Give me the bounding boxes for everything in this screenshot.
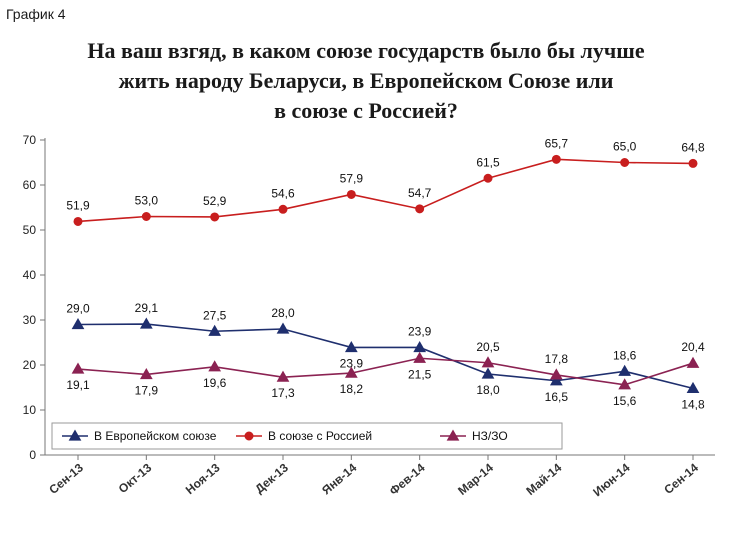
data-label: 57,9 xyxy=(340,171,364,185)
chart-title: На ваш взгяд, в каком союзе государств б… xyxy=(0,36,732,126)
y-tick-label: 10 xyxy=(23,403,37,417)
y-tick-label: 30 xyxy=(23,313,37,327)
y-tick-label: 50 xyxy=(23,223,37,237)
data-label: 20,4 xyxy=(681,340,705,354)
data-point xyxy=(208,324,222,336)
chart-title-line-1: На ваш взгяд, в каком союзе государств б… xyxy=(87,38,645,63)
data-point xyxy=(71,362,85,374)
data-point xyxy=(73,216,83,226)
chart-title-line-3: в союзе с Россией? xyxy=(274,98,458,123)
x-tick-label: Сен-13 xyxy=(46,460,86,497)
data-label: 64,8 xyxy=(681,140,705,154)
y-tick-label: 60 xyxy=(23,178,37,192)
data-label: 14,8 xyxy=(681,397,705,411)
data-point xyxy=(276,322,290,334)
x-tick-label: Июн-14 xyxy=(590,460,633,499)
data-point xyxy=(141,212,151,221)
figure-caption: График 4 xyxy=(6,6,66,22)
data-point xyxy=(413,340,427,353)
data-label: 17,9 xyxy=(135,383,159,397)
data-label: 65,0 xyxy=(613,140,637,154)
data-label: 15,6 xyxy=(613,394,637,408)
data-label: 29,0 xyxy=(66,302,90,316)
x-tick-label: Ноя-13 xyxy=(183,460,223,497)
y-tick-label: 40 xyxy=(23,268,37,282)
data-label: 54,6 xyxy=(271,186,295,200)
x-tick-label: Янв-14 xyxy=(319,460,359,497)
x-tick-label: Май-14 xyxy=(523,460,564,498)
data-point xyxy=(415,204,425,214)
y-tick-label: 0 xyxy=(29,448,36,462)
data-label: 65,7 xyxy=(545,136,569,150)
data-label: 18,6 xyxy=(613,348,637,362)
legend-marker xyxy=(68,429,82,441)
data-point xyxy=(71,317,85,330)
data-label: 61,5 xyxy=(476,155,500,169)
data-label: 16,5 xyxy=(545,390,569,404)
data-label: 17,3 xyxy=(271,386,295,400)
data-label: 53,0 xyxy=(135,194,159,208)
data-label: 18,2 xyxy=(340,382,364,396)
data-point xyxy=(686,356,700,368)
data-label: 54,7 xyxy=(408,186,432,200)
data-label: 19,1 xyxy=(66,378,90,392)
chart-title-line-2: жить народу Беларуси, в Европейском Союз… xyxy=(118,68,614,93)
y-tick-label: 20 xyxy=(23,358,37,372)
data-point xyxy=(483,173,493,183)
data-point xyxy=(551,154,561,164)
data-label: 52,9 xyxy=(203,194,227,208)
data-label: 21,5 xyxy=(408,367,432,381)
x-tick-label: Сен-14 xyxy=(661,460,701,497)
x-tick-label: Мар-14 xyxy=(455,460,496,498)
data-label: 28,0 xyxy=(271,306,295,320)
data-point xyxy=(346,189,356,199)
x-tick-label: Окт-13 xyxy=(116,460,155,496)
data-label: 19,6 xyxy=(203,376,227,390)
data-point xyxy=(481,356,495,368)
data-point xyxy=(208,360,222,372)
data-point xyxy=(344,340,358,353)
data-label: 51,9 xyxy=(66,198,90,212)
legend-label: В Европейском союзе xyxy=(94,429,217,443)
data-point xyxy=(139,317,153,329)
data-point xyxy=(276,370,290,382)
data-point xyxy=(618,378,632,390)
data-point xyxy=(481,367,495,379)
data-point xyxy=(210,212,220,222)
data-label: 20,5 xyxy=(476,340,500,354)
legend-label: В союзе с Россией xyxy=(268,429,372,443)
series-line xyxy=(77,323,694,390)
data-label: 23,9 xyxy=(408,324,432,338)
data-point xyxy=(139,367,153,380)
data-point xyxy=(549,368,563,380)
legend-box xyxy=(51,422,563,450)
series-line xyxy=(77,357,694,386)
data-point xyxy=(278,204,288,214)
data-point xyxy=(688,158,698,168)
data-point xyxy=(620,158,630,167)
data-point xyxy=(549,374,563,386)
data-point xyxy=(344,366,358,378)
legend-marker xyxy=(446,429,460,441)
data-point xyxy=(618,364,632,376)
x-tick-label: Фев-14 xyxy=(387,460,428,498)
data-point xyxy=(686,381,700,394)
data-label: 27,5 xyxy=(203,308,227,322)
data-point xyxy=(413,351,427,363)
data-label: 17,8 xyxy=(545,352,569,366)
x-tick-label: Дек-13 xyxy=(252,460,291,496)
series-line xyxy=(77,158,694,223)
data-label: 29,1 xyxy=(135,301,159,315)
legend-label: НЗ/ЗО xyxy=(472,429,508,443)
data-label: 23,9 xyxy=(340,356,364,370)
y-tick-label: 70 xyxy=(23,133,37,147)
data-label: 18,0 xyxy=(476,383,500,397)
legend-marker xyxy=(244,431,254,441)
